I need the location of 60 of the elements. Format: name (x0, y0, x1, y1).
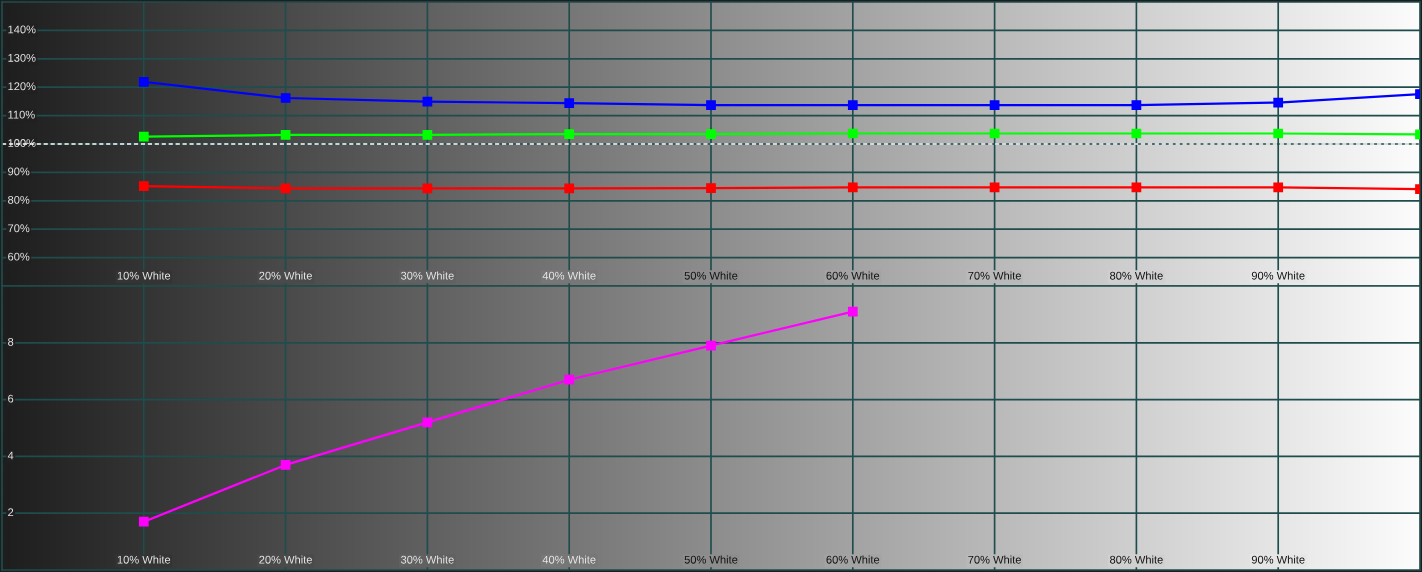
point (706, 340, 716, 351)
point (422, 417, 433, 428)
point (847, 128, 858, 139)
x-tick-label: 40% White (542, 271, 596, 280)
point (1131, 100, 1142, 110)
point (280, 183, 291, 194)
x-tick-label: 40% White (542, 555, 596, 564)
y-tick-label: 80% (8, 195, 30, 204)
point (138, 76, 149, 87)
point (280, 460, 291, 470)
point (1273, 128, 1284, 139)
point (564, 374, 575, 385)
y-tick-label: 70% (8, 224, 30, 233)
x-tick-label: 70% White (968, 555, 1021, 564)
point (706, 129, 716, 139)
x-tick-label: 20% White (259, 555, 312, 564)
point (847, 306, 858, 317)
y-tick-label: 4 (7, 451, 14, 460)
point (280, 130, 291, 140)
point (706, 183, 716, 193)
y-tick-label: 110% (8, 110, 35, 119)
point (280, 93, 291, 103)
y-tick-label: 90% (8, 167, 30, 176)
point (422, 183, 433, 194)
point (847, 182, 858, 193)
point (564, 129, 575, 139)
x-tick-label: 90% White (1251, 555, 1305, 564)
point (706, 100, 716, 110)
x-tick-label: 80% White (1110, 271, 1163, 280)
y-tick-label: 100% (8, 139, 36, 147)
y-tick-label: 6 (8, 394, 14, 403)
x-tick-label: 60% White (826, 555, 880, 564)
x-tick-label: 50% White (684, 555, 738, 564)
point (422, 96, 433, 107)
point (138, 181, 149, 191)
point (564, 183, 575, 194)
point (989, 100, 1000, 110)
x-tick-label: 30% White (400, 271, 454, 280)
x-tick-label: 60% White (826, 271, 880, 280)
point (847, 100, 858, 110)
x-tick-label: 30% White (400, 555, 454, 564)
x-tick-label: 50% White (684, 271, 738, 280)
x-tick-label: 70% White (968, 271, 1021, 280)
y-tick-label: 120% (8, 82, 36, 91)
y-tick-label: 2 (8, 508, 14, 517)
y-tick-label: 60% (8, 252, 30, 261)
x-tick-label: 10% White (117, 271, 171, 280)
x-tick-label: 20% White (259, 271, 312, 280)
x-tick-label: 80% White (1110, 555, 1163, 564)
point (138, 516, 149, 527)
point (1273, 97, 1284, 108)
point (564, 98, 575, 108)
y-tick-label: 130% (8, 53, 36, 62)
y-tick-label: 140% (8, 25, 36, 34)
point (138, 131, 149, 142)
x-tick-label: 90% White (1251, 271, 1305, 280)
point (1273, 182, 1284, 193)
point (422, 130, 433, 140)
y-tick-label: 8 (8, 337, 14, 346)
x-tick-label: 10% White (117, 555, 171, 564)
